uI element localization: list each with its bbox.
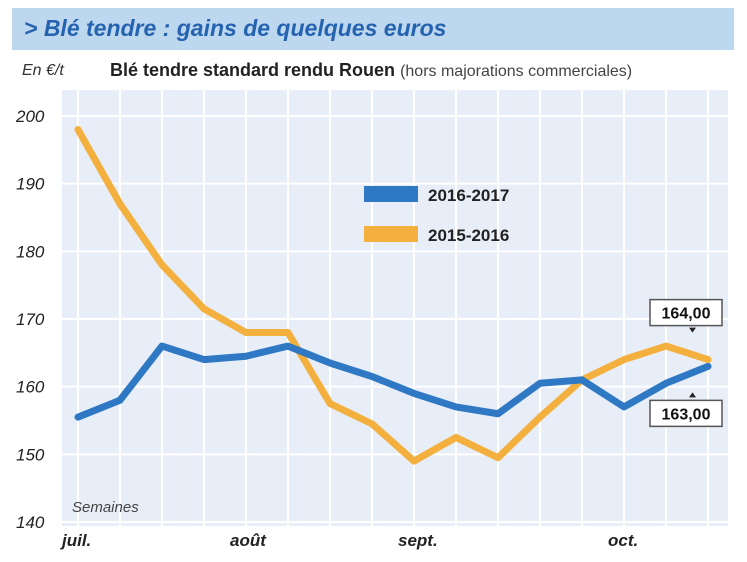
legend-swatch	[364, 226, 418, 242]
chart-title: > Blé tendre : gains de quelques euros	[24, 15, 447, 41]
title-banner: > Blé tendre : gains de quelques euros	[12, 8, 734, 50]
y-tick-label: 170	[16, 310, 45, 329]
callout-arrow	[689, 327, 696, 333]
y-tick-label: 150	[16, 445, 45, 464]
callout-box	[649, 298, 723, 327]
x-axis-title: Semaines	[72, 499, 139, 516]
subtitle-main: Blé tendre standard rendu Rouen	[110, 60, 396, 80]
x-tick-label: sept.	[398, 531, 438, 550]
y-tick-label: 200	[15, 107, 45, 126]
x-tick-label: août	[230, 531, 267, 550]
y-tick-label: 140	[16, 513, 45, 532]
y-tick-label: 180	[16, 242, 45, 261]
y-tick-label: 160	[16, 378, 45, 397]
x-tick-label: oct.	[608, 531, 638, 550]
x-tick-label: juil.	[60, 531, 91, 550]
legend-label: 2015-2016	[428, 226, 509, 245]
callout-value: 164,00	[662, 306, 711, 323]
y-tick-label: 190	[16, 175, 45, 194]
callout-arrow	[689, 392, 696, 398]
callout-box	[649, 399, 723, 428]
series-line	[74, 126, 712, 465]
series-line	[74, 342, 712, 421]
chart-subtitle: Blé tendre standard rendu Rouen (hors ma…	[110, 60, 632, 81]
unit-label: En €/t	[22, 62, 64, 79]
legend-swatch	[364, 186, 418, 202]
subtitle-note: (hors majorations commerciales)	[400, 63, 633, 80]
legend-label: 2016-2017	[428, 186, 509, 205]
callout-value: 163,00	[662, 406, 711, 423]
